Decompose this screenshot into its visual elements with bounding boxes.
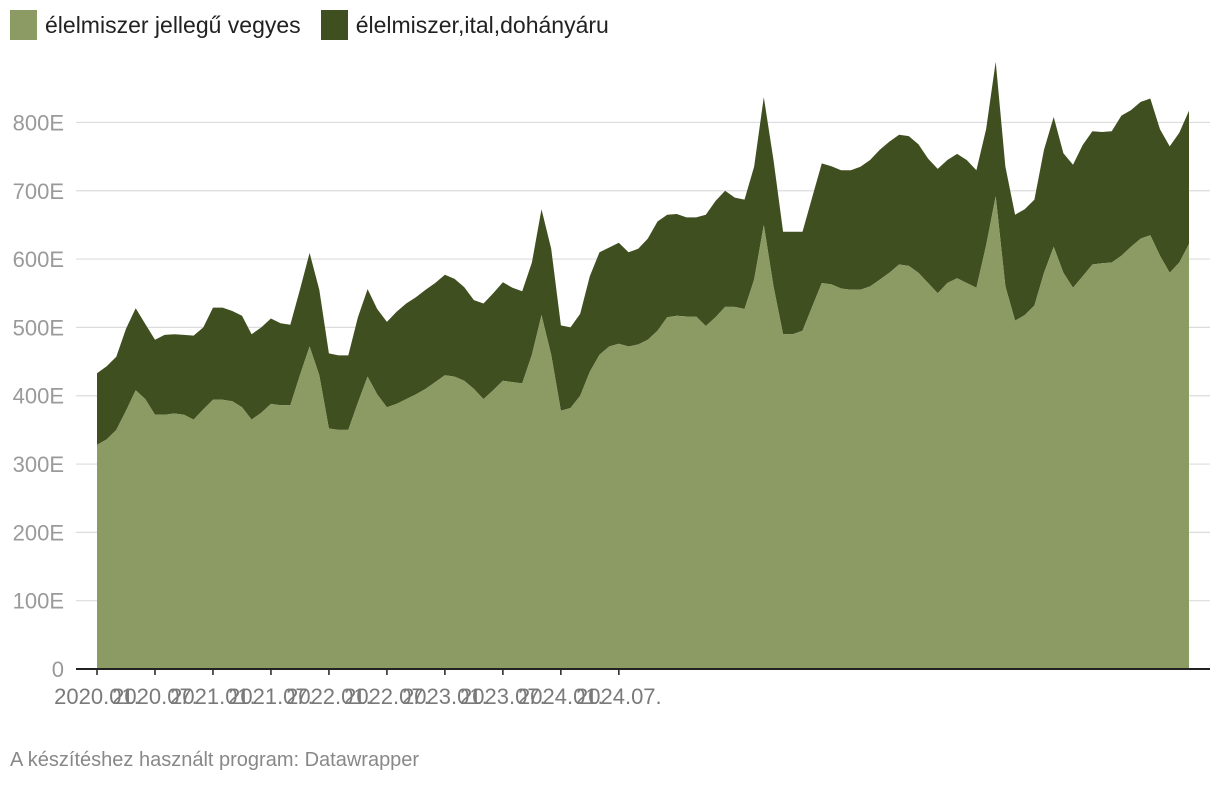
- legend-swatch-dohanyaru: [320, 10, 348, 40]
- legend-swatch-vegyes: [10, 10, 37, 40]
- y-tick-label: 100E: [13, 589, 64, 614]
- y-tick-label: 600E: [13, 247, 64, 272]
- area-series-vegyes: [97, 196, 1189, 669]
- legend-label-dohanyaru: élelmiszer,ital,dohányáru: [355, 11, 609, 38]
- x-tick-label: 2021.07.: [228, 684, 314, 709]
- x-tick-label: 2022.01.: [286, 684, 372, 709]
- x-tick-label: 2024.01.: [518, 684, 604, 709]
- y-tick-label: 800E: [13, 110, 64, 135]
- x-tick-label: 2022.07.: [344, 684, 430, 709]
- y-tick-label: 200E: [13, 520, 64, 545]
- x-tick-label: 2024.07.: [576, 684, 662, 709]
- y-tick-label: 500E: [13, 315, 64, 340]
- x-tick-label: 2020.07.: [112, 684, 198, 709]
- y-tick-label: 0: [52, 657, 64, 682]
- y-tick-label: 300E: [13, 452, 64, 477]
- x-tick-label: 2023.01.: [402, 684, 488, 709]
- x-tick-label: 2023.07.: [460, 684, 546, 709]
- y-tick-label: 400E: [13, 384, 64, 409]
- footer-credit: A készítéshez használt program: Datawrap…: [10, 749, 420, 771]
- area-series-dohanyaru: [97, 61, 1189, 445]
- legend: élelmiszer jellegű vegyes élelmiszer,ita…: [10, 10, 629, 40]
- y-tick-label: 700E: [13, 179, 64, 204]
- legend-label-vegyes: élelmiszer jellegű vegyes: [45, 11, 301, 38]
- x-tick-label: 2020.01.: [54, 684, 140, 709]
- legend-item-dohanyaru: élelmiszer,ital,dohányáru: [320, 10, 609, 40]
- x-tick-label: 2021.01.: [170, 684, 256, 709]
- legend-item-vegyes: élelmiszer jellegű vegyes: [10, 10, 301, 40]
- area-chart: 0 100E 200E 300E 400E 500E 600E 700E 800E 2020.01…: [13, 61, 1210, 709]
